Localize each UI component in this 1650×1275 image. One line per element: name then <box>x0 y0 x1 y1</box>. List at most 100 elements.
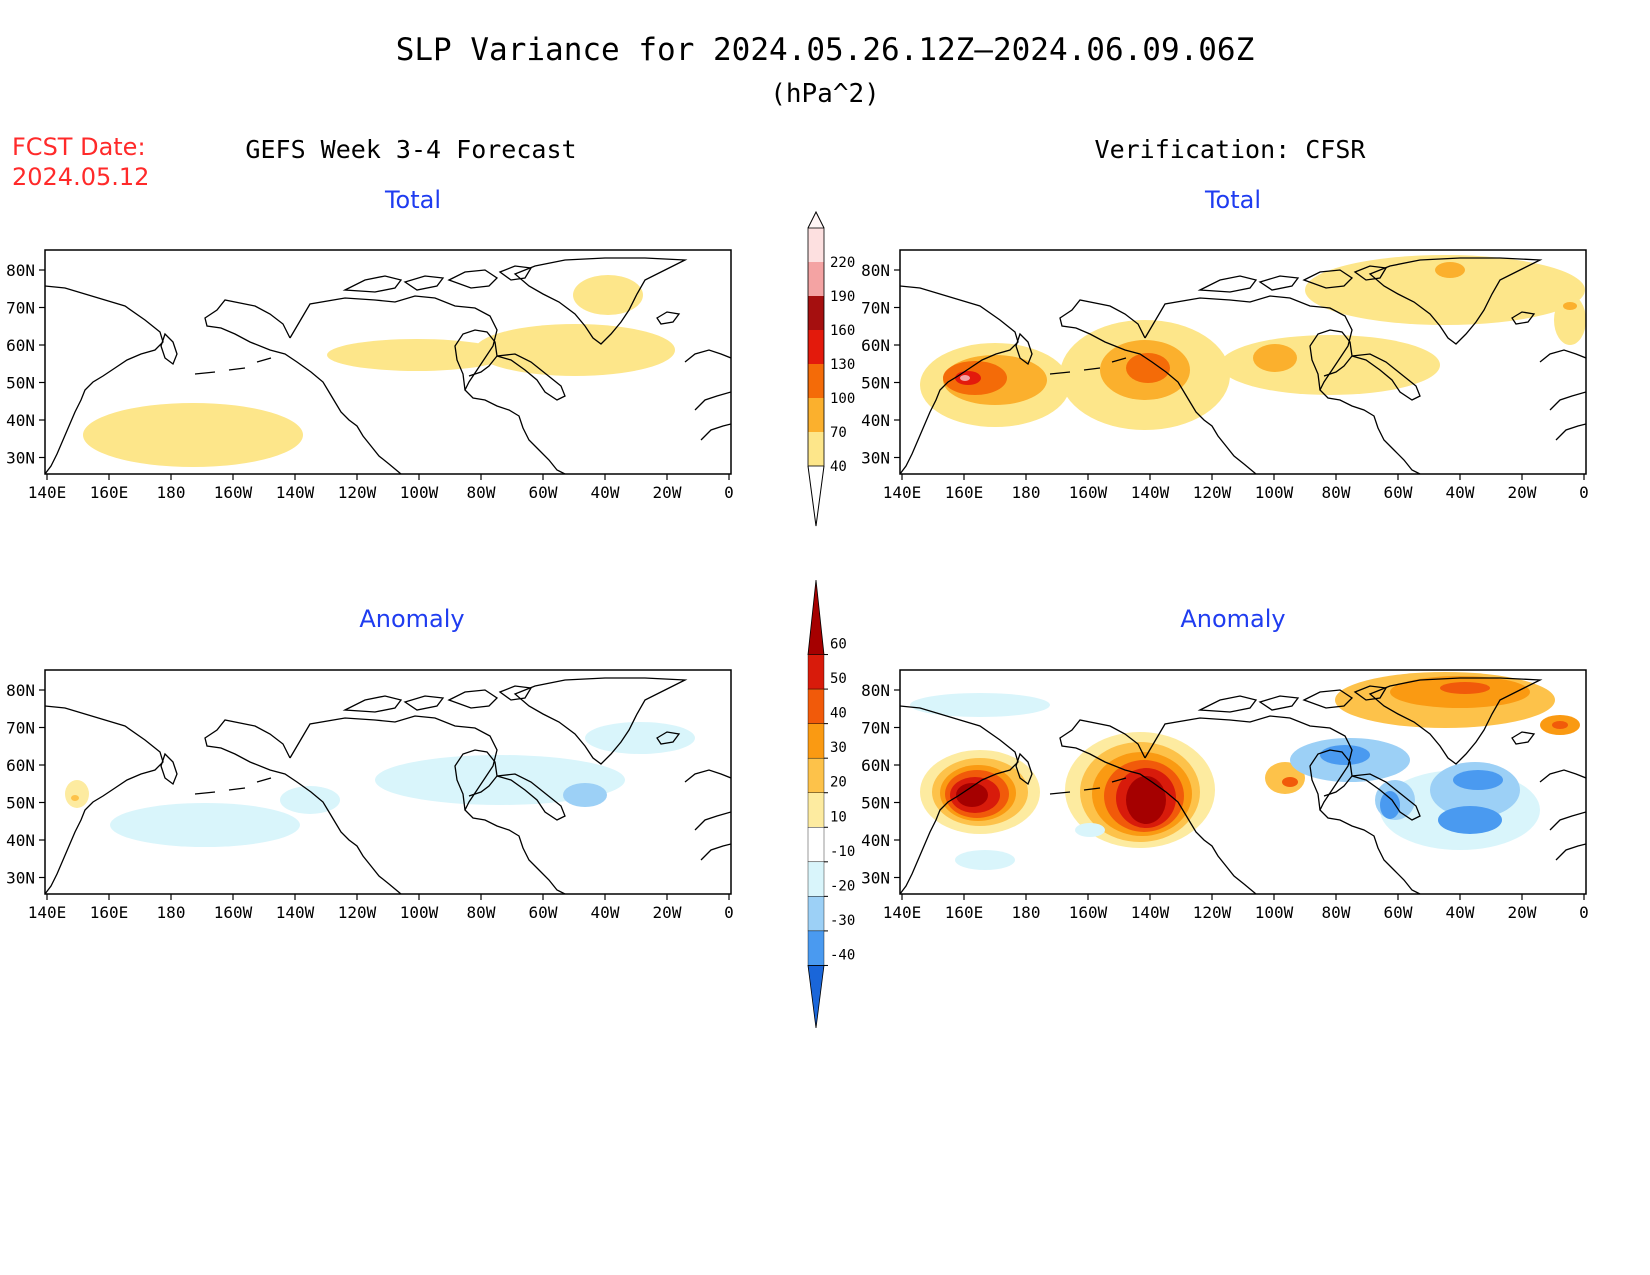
lon-tick-label: 160E <box>90 483 129 502</box>
colorbar-tick-label: -10 <box>830 844 855 860</box>
lat-tick-label: 50N <box>861 794 890 813</box>
lon-tick-label: 160W <box>214 483 253 502</box>
lat-tick-label: 70N <box>861 719 890 738</box>
fc-anom-map: 80N 70N 60N 50N 40N 30N 140E 160E 180 160W 140W 12… <box>6 669 734 922</box>
lon-tick-label: 100W <box>1255 903 1294 922</box>
colorbar-tick-label: 30 <box>830 740 847 756</box>
fcst-date-label: FCST Date: <box>12 133 146 161</box>
shaded-region <box>1440 682 1490 694</box>
colorbar-swatch <box>807 792 825 828</box>
lon-tick-label: 140W <box>276 903 315 922</box>
lat-tick-label: 80N <box>861 261 890 280</box>
lat-tick-label: 50N <box>6 374 35 393</box>
colorbar-tick-label: 70 <box>830 425 847 441</box>
lat-tick-label: 40N <box>6 831 35 850</box>
shaded-region <box>1380 791 1400 819</box>
lon-tick-label: 180 <box>1012 903 1041 922</box>
lon-tick-label: 160W <box>1069 903 1108 922</box>
lat-tick-label: 30N <box>861 869 890 888</box>
title-units: (hPa^2) <box>770 79 880 109</box>
colorbar-swatch <box>808 364 824 398</box>
lon-tick-label: 160E <box>90 903 129 922</box>
lat-tick-label: 60N <box>6 336 35 355</box>
lon-tick-label: 60W <box>529 483 558 502</box>
shaded-region <box>563 783 607 807</box>
main-title: SLP Variance for 2024.05.26.12Z–2024.06.… <box>396 32 1255 68</box>
lat-tick-label: 50N <box>861 374 890 393</box>
verification-header: Verification: CFSR <box>1095 135 1367 164</box>
shaded-region <box>83 403 303 467</box>
lon-tick-label: 80W <box>1322 483 1351 502</box>
lon-tick-label: 140W <box>276 483 315 502</box>
colorbar-swatch <box>807 827 825 863</box>
colorbar-swatch <box>807 688 825 724</box>
colorbar-swatch <box>807 579 825 655</box>
lon-tick-label: 40W <box>1446 483 1475 502</box>
shaded-region <box>1220 335 1440 395</box>
colorbar-swatch <box>807 965 825 1029</box>
shaded-region <box>960 375 970 381</box>
lat-tick-label: 60N <box>861 756 890 775</box>
shaded-region <box>475 324 675 376</box>
lat-tick-label: 40N <box>6 411 35 430</box>
lon-tick-label: 40W <box>1446 903 1475 922</box>
colorbar-tick-label: 160 <box>830 323 855 339</box>
shaded-region <box>65 780 89 808</box>
colorbar-tick-label: 130 <box>830 357 855 373</box>
lat-tick-label: 30N <box>6 449 35 468</box>
shaded-region <box>1435 262 1465 278</box>
lon-tick-label: 100W <box>400 483 439 502</box>
shaded-region <box>1282 777 1298 787</box>
shaded-region <box>1453 770 1503 790</box>
colorbar-swatch <box>808 330 824 364</box>
lon-tick-label: 120W <box>1193 903 1232 922</box>
lat-tick-label: 80N <box>6 681 35 700</box>
colorbar-tick-label: 190 <box>830 289 855 305</box>
lon-tick-label: 0 <box>724 903 734 922</box>
lat-tick-label: 80N <box>861 681 890 700</box>
colorbar-swatch <box>807 930 825 966</box>
lon-tick-label: 180 <box>157 483 186 502</box>
lon-tick-label: 0 <box>724 483 734 502</box>
colorbar-tick-label: -30 <box>830 913 855 929</box>
shaded-region <box>955 850 1015 870</box>
forecast-header: GEFS Week 3-4 Forecast <box>245 135 576 164</box>
colorbar-tick-label: 100 <box>830 391 855 407</box>
lon-tick-label: 100W <box>400 903 439 922</box>
colorbar-swatch <box>808 398 824 432</box>
colorbar-swatch <box>807 861 825 897</box>
lon-tick-label: 140E <box>883 483 922 502</box>
shaded-region <box>1126 353 1170 383</box>
lat-tick-label: 70N <box>6 299 35 318</box>
lat-tick-label: 30N <box>6 869 35 888</box>
panel-frame <box>899 249 1587 475</box>
colorbar-tick-label: -20 <box>830 878 855 894</box>
colorbar-tick-label: 60 <box>830 637 847 653</box>
shaded-region <box>573 275 643 315</box>
lon-tick-label: 180 <box>157 903 186 922</box>
colorbar-tick-label: 40 <box>830 459 847 475</box>
lat-tick-label: 70N <box>6 719 35 738</box>
lat-tick-label: 40N <box>861 411 890 430</box>
lon-tick-label: 100W <box>1255 483 1294 502</box>
lon-tick-label: 20W <box>1508 903 1537 922</box>
colorbar-swatch <box>808 432 824 466</box>
lon-tick-label: 60W <box>1384 903 1413 922</box>
lat-tick-label: 80N <box>6 261 35 280</box>
panel-frame <box>44 249 732 475</box>
colorbar-tick-label: -40 <box>830 947 855 963</box>
colorbar-swatch <box>808 262 824 296</box>
colorbar-tick-label: 40 <box>830 706 847 722</box>
colorbar-swatch <box>808 296 824 330</box>
lon-tick-label: 120W <box>338 903 377 922</box>
lon-tick-label: 20W <box>653 903 682 922</box>
shaded-region <box>585 722 695 754</box>
colorbar-tick-label: 220 <box>830 255 855 271</box>
lon-tick-label: 20W <box>653 483 682 502</box>
lon-tick-label: 140E <box>28 903 67 922</box>
lon-tick-label: 160E <box>945 483 984 502</box>
panel-frame <box>899 669 1587 895</box>
panel-frame <box>44 669 732 895</box>
lon-tick-label: 120W <box>1193 483 1232 502</box>
lon-tick-label: 80W <box>1322 903 1351 922</box>
